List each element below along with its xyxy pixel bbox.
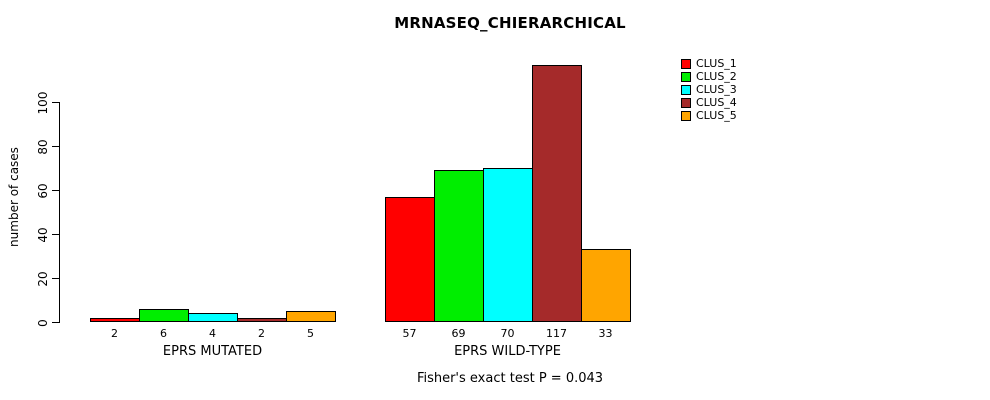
bar-clus_4-group2 [532,64,582,322]
bar-clus_4-group1 [237,317,287,322]
legend-item: CLUS_3 [681,83,737,96]
y-axis-tick [52,190,59,191]
bar-clus_1-group1 [90,317,140,322]
legend-item: CLUS_2 [681,70,737,83]
legend-swatch [681,72,691,82]
bar-value-label: 117 [546,327,567,340]
y-axis-tick-label: 80 [36,138,50,155]
annotation-pvalue: Fisher's exact test P = 0.043 [416,371,604,386]
bar-clus_2-group2 [434,170,484,322]
legend-label: CLUS_3 [696,83,737,96]
bar-clus_5-group1 [286,311,336,322]
chart-title: MRNASEQ_CHIERARCHICAL [394,14,626,32]
y-axis-tick [52,146,59,147]
bar-value-label: 4 [209,327,216,340]
y-axis-tick-label: 60 [36,182,50,199]
legend-label: CLUS_1 [696,57,737,70]
bar-value-label: 2 [258,327,265,340]
legend-swatch [681,59,691,69]
legend-swatch [681,85,691,95]
bar-value-label: 70 [500,327,515,340]
y-axis [59,102,60,323]
bar-clus_1-group2 [385,196,435,322]
bar-clus_5-group2 [581,249,631,322]
y-axis-tick [52,322,59,323]
legend: CLUS_1 CLUS_2 CLUS_3 CLUS_4 CLUS_5 [681,57,737,124]
legend-swatch [681,98,691,108]
bar-value-label: 2 [111,327,118,340]
x-axis-group-label: EPRS MUTATED [162,344,263,359]
bar-value-label: 5 [307,327,314,340]
y-axis-tick-label: 100 [36,91,50,114]
y-axis-tick [52,102,59,103]
y-axis-tick [52,234,59,235]
y-axis-tick [52,278,59,279]
x-axis-group-label: EPRS WILD-TYPE [454,344,561,359]
bar-clus_2-group1 [139,308,189,322]
y-axis-tick-label: 40 [36,226,50,243]
legend-label: CLUS_5 [696,109,737,122]
legend-item: CLUS_5 [681,109,737,122]
y-axis-tick-label: 20 [36,270,50,287]
legend-swatch [681,111,691,121]
legend-label: CLUS_2 [696,70,737,83]
bar-clus_3-group1 [188,313,238,322]
bar-value-label: 69 [451,327,466,340]
bar-value-label: 33 [598,327,613,340]
legend-label: CLUS_4 [696,96,737,109]
legend-item: CLUS_4 [681,96,737,109]
bar-clus_3-group2 [483,168,533,322]
bar-value-label: 6 [160,327,167,340]
y-axis-tick-label: 0 [36,318,50,327]
bar-value-label: 57 [402,327,417,340]
legend-item: CLUS_1 [681,57,737,70]
